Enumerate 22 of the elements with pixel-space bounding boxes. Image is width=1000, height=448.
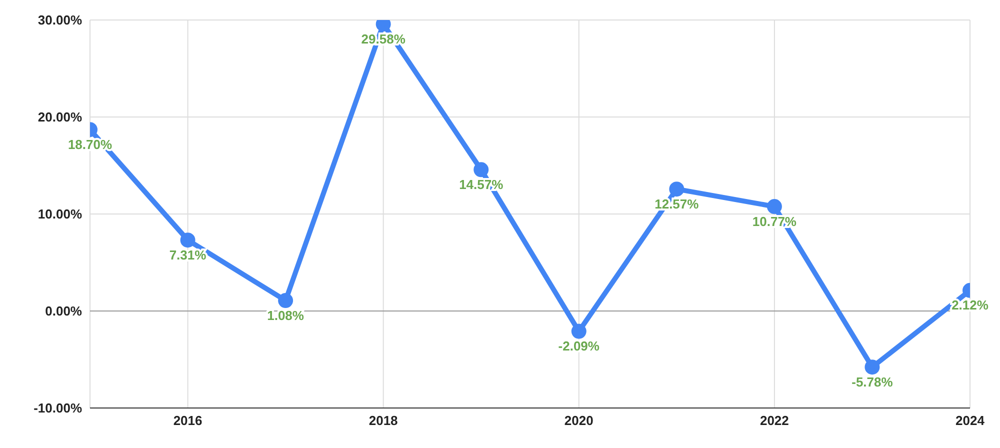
- data-label: -2.09%: [558, 338, 600, 354]
- point: [571, 324, 586, 339]
- x-tick-label: 2024: [956, 413, 986, 428]
- x-tick-label: 2018: [368, 413, 398, 428]
- x-tick-label: 2022: [760, 413, 789, 428]
- data-label: 1.08%: [267, 308, 304, 323]
- x-tick-label: 2020: [564, 413, 594, 428]
- data-label: 7.31%: [169, 247, 207, 262]
- y-tick-label: 30.00%: [38, 12, 82, 28]
- y-tick-label: 20.00%: [38, 110, 82, 125]
- y-tick-label: 10.00%: [38, 206, 82, 222]
- point: [864, 360, 880, 375]
- point: [669, 182, 684, 197]
- point: [766, 199, 782, 214]
- y-tick-label: 0.00%: [45, 304, 82, 319]
- point: [474, 162, 489, 178]
- data-label: -5.78%: [852, 374, 894, 390]
- point: [278, 293, 294, 308]
- x-tick-label: 2016: [173, 413, 202, 428]
- data-label: 2.12%: [952, 298, 989, 313]
- y-tick-label: -10.00%: [34, 400, 82, 416]
- point: [180, 232, 196, 248]
